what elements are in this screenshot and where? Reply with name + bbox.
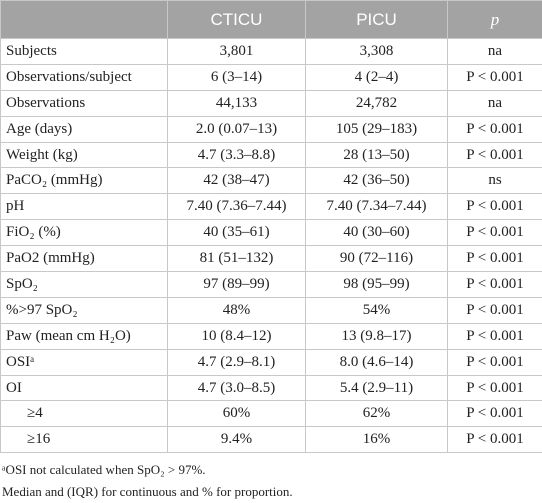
cell: 8.0 (4.6–14) xyxy=(306,349,448,375)
row-label: ≥16 xyxy=(1,427,168,453)
cell: 28 (13–50) xyxy=(306,142,448,168)
header-cell xyxy=(1,1,168,39)
row-label: Weight (kg) xyxy=(1,142,168,168)
cell: na xyxy=(448,39,542,65)
cell: P < 0.001 xyxy=(448,194,542,220)
row-label: PaO2 (mmHg) xyxy=(1,246,168,272)
cell: P < 0.001 xyxy=(448,323,542,349)
cell: 44,133 xyxy=(168,90,306,116)
table-row: Age (days)2.0 (0.07–13)105 (29–183)P < 0… xyxy=(1,116,542,142)
cell: 60% xyxy=(168,401,306,427)
cell: 97 (89–99) xyxy=(168,272,306,298)
row-label: pH xyxy=(1,194,168,220)
row-label: Observations xyxy=(1,90,168,116)
row-label: Paw (mean cm H₂O) xyxy=(1,323,168,349)
cell: 54% xyxy=(306,297,448,323)
cell: 48% xyxy=(168,297,306,323)
cell: P < 0.001 xyxy=(448,375,542,401)
cell: P < 0.001 xyxy=(448,64,542,90)
header-cell: p xyxy=(448,1,542,39)
header-cell: PICU xyxy=(306,1,448,39)
table-row: FiO₂ (%)40 (35–61)40 (30–60)P < 0.001 xyxy=(1,220,542,246)
cell: P < 0.001 xyxy=(448,272,542,298)
cell: 13 (9.8–17) xyxy=(306,323,448,349)
cell: 9.4% xyxy=(168,427,306,453)
footnote: ᵃOSI not calculated when SpO₂ > 97%. xyxy=(2,459,542,481)
cell: 6 (3–14) xyxy=(168,64,306,90)
cell: 81 (51–132) xyxy=(168,246,306,272)
cell: P < 0.001 xyxy=(448,116,542,142)
row-label: OSIᵃ xyxy=(1,349,168,375)
cell: 105 (29–183) xyxy=(306,116,448,142)
header-cell: CTICU xyxy=(168,1,306,39)
cell: 7.40 (7.34–7.44) xyxy=(306,194,448,220)
row-label: %>97 SpO₂ xyxy=(1,297,168,323)
cell: P < 0.001 xyxy=(448,349,542,375)
cell: 42 (38–47) xyxy=(168,168,306,194)
row-label: ≥4 xyxy=(1,401,168,427)
table-row: PaCO₂ (mmHg)42 (38–47)42 (36–50)ns xyxy=(1,168,542,194)
cell: 3,801 xyxy=(168,39,306,65)
cell: 24,782 xyxy=(306,90,448,116)
row-label: SpO₂ xyxy=(1,272,168,298)
cell: 2.0 (0.07–13) xyxy=(168,116,306,142)
row-label: Observations/subject xyxy=(1,64,168,90)
cell: na xyxy=(448,90,542,116)
cell: 98 (95–99) xyxy=(306,272,448,298)
table-row: PaO2 (mmHg)81 (51–132)90 (72–116)P < 0.0… xyxy=(1,246,542,272)
cell: P < 0.001 xyxy=(448,220,542,246)
footnotes: ᵃOSI not calculated when SpO₂ > 97%.Medi… xyxy=(2,459,542,503)
cell: P < 0.001 xyxy=(448,297,542,323)
cell: 7.40 (7.36–7.44) xyxy=(168,194,306,220)
cell: 4.7 (3.0–8.5) xyxy=(168,375,306,401)
cell: 5.4 (2.9–11) xyxy=(306,375,448,401)
row-label: OI xyxy=(1,375,168,401)
table-row: Weight (kg)4.7 (3.3–8.8)28 (13–50)P < 0.… xyxy=(1,142,542,168)
row-label: FiO₂ (%) xyxy=(1,220,168,246)
cell: 4.7 (2.9–8.1) xyxy=(168,349,306,375)
cell: 90 (72–116) xyxy=(306,246,448,272)
cell: 10 (8.4–12) xyxy=(168,323,306,349)
cell: 40 (30–60) xyxy=(306,220,448,246)
row-label: Age (days) xyxy=(1,116,168,142)
cell: 4.7 (3.3–8.8) xyxy=(168,142,306,168)
cell: 42 (36–50) xyxy=(306,168,448,194)
cell: 4 (2–4) xyxy=(306,64,448,90)
table-row: Paw (mean cm H₂O)10 (8.4–12)13 (9.8–17)P… xyxy=(1,323,542,349)
cell: P < 0.001 xyxy=(448,246,542,272)
row-label: Subjects xyxy=(1,39,168,65)
cell: 62% xyxy=(306,401,448,427)
cell: ns xyxy=(448,168,542,194)
row-label: PaCO₂ (mmHg) xyxy=(1,168,168,194)
cell: 3,308 xyxy=(306,39,448,65)
cell: 40 (35–61) xyxy=(168,220,306,246)
cell: P < 0.001 xyxy=(448,427,542,453)
cell: P < 0.001 xyxy=(448,142,542,168)
cell: P < 0.001 xyxy=(448,401,542,427)
cell: 16% xyxy=(306,427,448,453)
